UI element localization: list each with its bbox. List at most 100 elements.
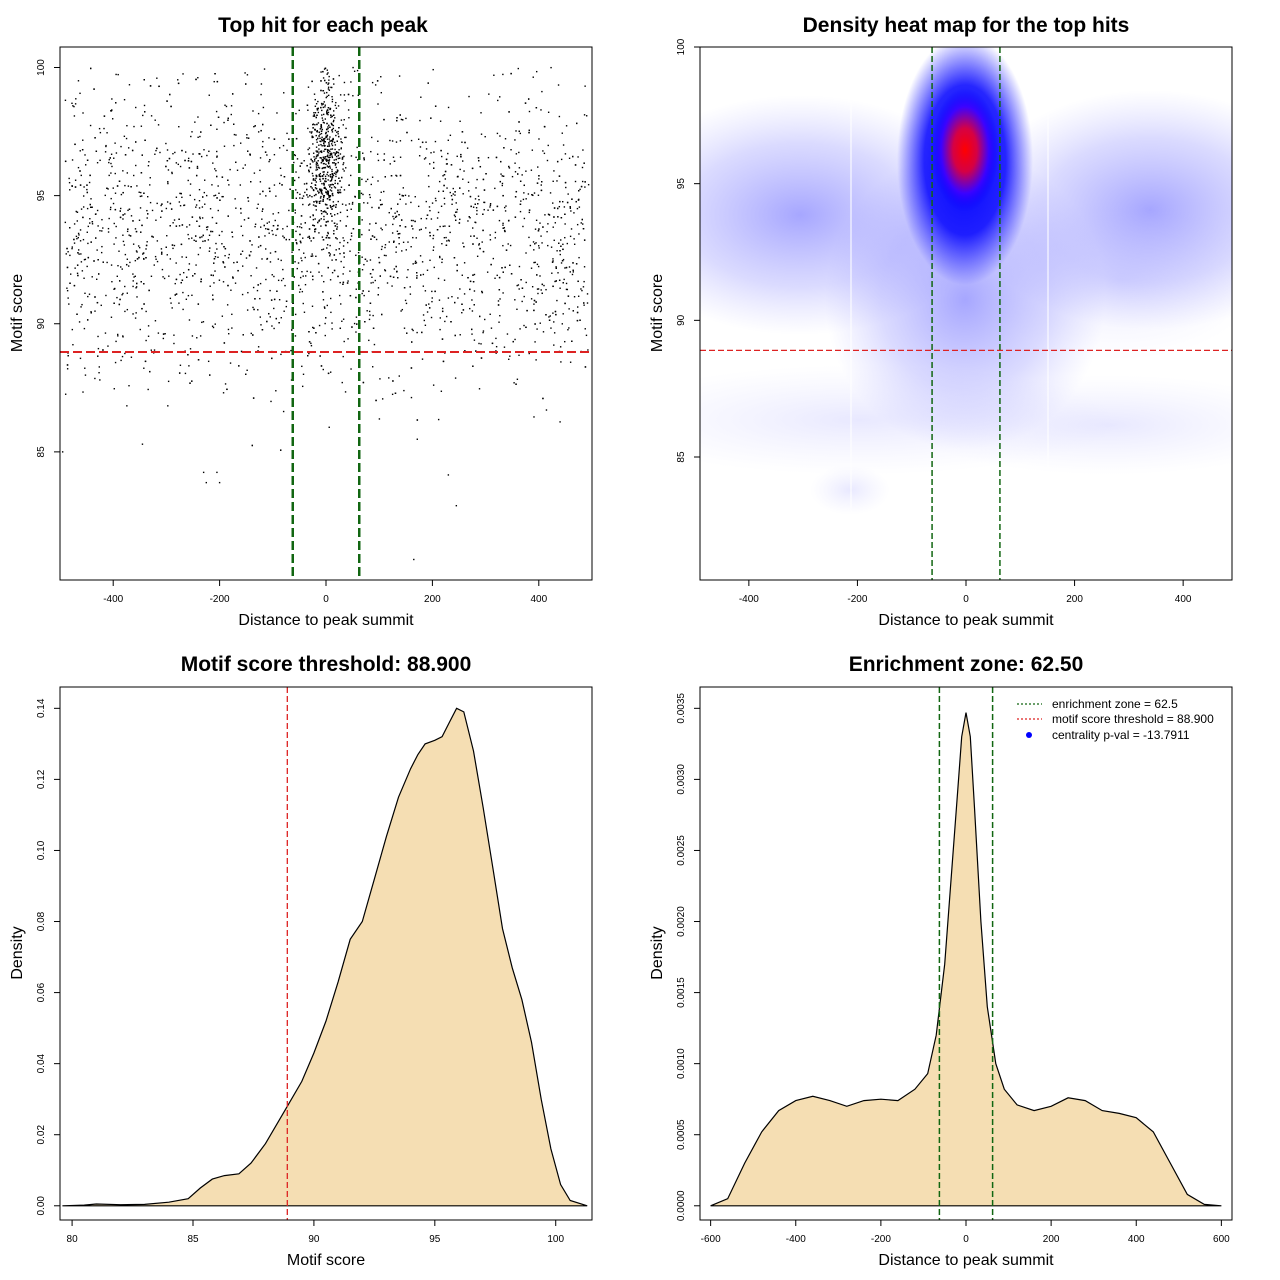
scatter-point	[87, 225, 89, 228]
scatter-point	[543, 125, 546, 128]
scatter-point	[530, 298, 533, 300]
scatter-point	[330, 179, 333, 182]
scatter-point	[572, 155, 574, 158]
scatter-point	[580, 185, 583, 188]
scatter-point	[321, 145, 323, 147]
scatter-point	[315, 193, 317, 196]
scatter-point	[492, 257, 495, 260]
scatter-point	[328, 89, 331, 91]
scatter-point	[120, 266, 122, 268]
scatter-point	[415, 237, 417, 239]
scatter-point	[261, 218, 263, 220]
scatter-point	[169, 93, 171, 96]
scatter-point	[501, 184, 504, 187]
scatter-point	[326, 91, 328, 94]
scatter-point	[81, 270, 84, 272]
scatter-point	[332, 137, 334, 140]
scatter-point	[519, 203, 522, 206]
scatter-point	[553, 332, 556, 334]
scatter-point	[508, 167, 511, 169]
scatter-point	[333, 152, 335, 154]
y-tick-label: 0.08	[36, 911, 47, 931]
scatter-point	[472, 227, 474, 229]
scatter-point	[81, 303, 83, 306]
scatter-point	[147, 335, 150, 337]
scatter-point	[115, 152, 118, 154]
scatter-point	[383, 118, 385, 121]
scatter-point	[480, 357, 483, 359]
y-tick-label: 0.0020	[676, 906, 687, 937]
scatter-point	[331, 155, 333, 157]
scatter-point	[391, 285, 393, 287]
scatter-point	[310, 132, 313, 134]
scatter-point	[586, 302, 589, 304]
scatter-point	[433, 151, 435, 153]
scatter-point	[315, 169, 317, 171]
scatter-point	[345, 167, 347, 169]
scatter-point	[512, 340, 514, 343]
scatter-point	[135, 312, 137, 314]
scatter-point	[116, 185, 119, 187]
scatter-point	[322, 291, 324, 293]
scatter-point	[115, 340, 117, 343]
scatter-point	[340, 141, 342, 143]
scatter-point	[579, 319, 581, 321]
scatter-point	[443, 174, 446, 176]
scatter-point	[322, 200, 324, 202]
scatter-point	[195, 206, 197, 208]
scatter-point	[528, 211, 531, 214]
scatter-point	[489, 234, 491, 236]
scatter-point	[389, 275, 392, 278]
scatter-point	[515, 383, 517, 385]
scatter-point	[439, 225, 441, 228]
scatter-point	[479, 315, 481, 318]
scatter-point	[271, 274, 273, 276]
scatter-point	[537, 292, 539, 295]
scatter-point	[128, 234, 130, 236]
scatter-point	[304, 283, 307, 286]
scatter-point	[95, 237, 97, 239]
density-blob	[810, 465, 890, 515]
scatter-point	[583, 114, 586, 116]
scatter-point	[329, 244, 331, 247]
scatter-point	[363, 202, 365, 204]
scatter-point	[417, 205, 420, 208]
scatter-point	[416, 331, 418, 334]
scatter-point	[335, 107, 338, 109]
scatter-point	[96, 249, 98, 251]
scatter-point	[555, 267, 557, 270]
scatter-point	[369, 273, 372, 275]
scatter-point	[252, 286, 255, 289]
scatter-point	[430, 316, 433, 319]
scatter-point	[327, 88, 330, 90]
x-axis: -400 -200 0 200 400	[103, 580, 548, 605]
scatter-point	[181, 196, 183, 199]
scatter-point	[277, 224, 279, 227]
scatter-point	[262, 106, 265, 109]
scatter-point	[90, 311, 92, 313]
scatter-point	[394, 216, 397, 218]
scatter-point	[562, 258, 565, 261]
scatter-point	[402, 187, 405, 189]
scatter-point	[125, 263, 128, 266]
scatter-point	[317, 262, 320, 265]
scatter-point	[446, 187, 448, 189]
scatter-point	[569, 206, 571, 208]
scatter-point	[328, 124, 330, 127]
scatter-point	[535, 242, 537, 244]
scatter-point	[570, 210, 572, 212]
scatter-point	[347, 93, 350, 96]
scatter-point	[207, 239, 210, 241]
scatter-point	[71, 102, 73, 105]
scatter-point	[494, 237, 497, 239]
scatter-point	[162, 276, 164, 278]
scatter-point	[346, 282, 349, 284]
scatter-point	[411, 341, 413, 343]
scatter-point	[313, 194, 316, 197]
scatter-point	[564, 181, 567, 184]
scatter-point	[575, 200, 577, 203]
scatter-point	[441, 155, 443, 158]
scatter-point	[583, 302, 585, 304]
scatter-point	[309, 166, 312, 169]
scatter-point	[182, 271, 185, 274]
